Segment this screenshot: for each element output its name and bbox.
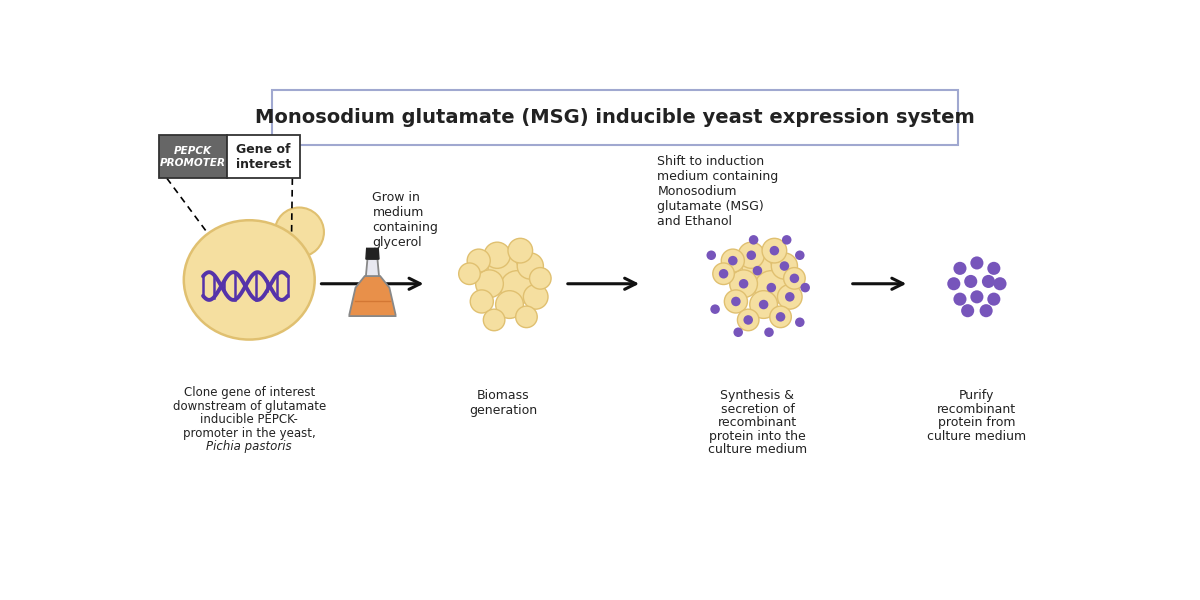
Text: protein from: protein from	[938, 416, 1015, 429]
Circle shape	[778, 284, 802, 309]
Circle shape	[775, 312, 785, 322]
Circle shape	[784, 268, 805, 289]
Circle shape	[719, 269, 728, 278]
Circle shape	[964, 275, 977, 288]
Circle shape	[961, 304, 974, 317]
Text: Biomass
generation: Biomass generation	[469, 389, 538, 417]
Circle shape	[780, 261, 790, 271]
Text: Gene of
interest: Gene of interest	[236, 143, 292, 170]
Circle shape	[750, 290, 778, 319]
Text: Purify: Purify	[959, 389, 995, 402]
Polygon shape	[349, 276, 396, 316]
FancyBboxPatch shape	[272, 90, 958, 145]
Circle shape	[710, 304, 720, 314]
Text: inducible PEPCK-: inducible PEPCK-	[200, 413, 298, 426]
Ellipse shape	[184, 220, 314, 340]
Circle shape	[782, 235, 792, 245]
Circle shape	[772, 253, 798, 279]
Circle shape	[725, 290, 748, 313]
Circle shape	[994, 277, 1007, 290]
Circle shape	[742, 255, 773, 286]
Circle shape	[785, 292, 794, 302]
Circle shape	[800, 283, 810, 292]
Text: recombinant: recombinant	[937, 403, 1016, 416]
Text: secretion of: secretion of	[720, 403, 794, 416]
Text: Synthesis &: Synthesis &	[720, 389, 794, 402]
Circle shape	[738, 242, 764, 268]
Circle shape	[988, 262, 1001, 275]
Circle shape	[971, 256, 984, 269]
Text: Grow in
medium
containing
glycerol: Grow in medium containing glycerol	[372, 191, 438, 250]
Circle shape	[517, 253, 544, 279]
Circle shape	[767, 283, 776, 292]
Circle shape	[979, 304, 992, 317]
Circle shape	[484, 309, 505, 331]
Circle shape	[762, 238, 787, 263]
Text: Shift to induction
medium containing
Monosodium
glutamate (MSG)
and Ethanol: Shift to induction medium containing Mon…	[658, 155, 779, 228]
Circle shape	[731, 296, 740, 306]
Circle shape	[738, 309, 758, 331]
Circle shape	[988, 293, 1001, 305]
Circle shape	[529, 268, 551, 289]
Text: PEPCK
PROMOTER: PEPCK PROMOTER	[160, 146, 226, 167]
Circle shape	[954, 262, 966, 275]
Circle shape	[769, 306, 791, 328]
Circle shape	[721, 249, 744, 272]
Circle shape	[954, 293, 966, 305]
Circle shape	[508, 238, 533, 263]
Text: downstream of glutamate: downstream of glutamate	[173, 400, 326, 413]
Circle shape	[947, 277, 960, 290]
Circle shape	[496, 290, 523, 319]
Circle shape	[707, 250, 716, 260]
Circle shape	[730, 270, 757, 298]
Circle shape	[467, 249, 491, 272]
Circle shape	[728, 256, 738, 265]
Circle shape	[764, 328, 774, 337]
Circle shape	[971, 290, 984, 304]
Text: Monosodium glutamate (MSG) inducible yeast expression system: Monosodium glutamate (MSG) inducible yea…	[256, 108, 974, 127]
Circle shape	[752, 266, 762, 275]
Circle shape	[749, 235, 758, 245]
Polygon shape	[366, 248, 379, 259]
Bar	[227, 135, 300, 178]
Circle shape	[470, 290, 493, 313]
Bar	[160, 135, 227, 178]
Text: culture medium: culture medium	[708, 443, 808, 456]
Circle shape	[746, 250, 756, 260]
Circle shape	[739, 279, 749, 289]
Circle shape	[733, 328, 743, 337]
Circle shape	[475, 270, 503, 298]
Text: culture medium: culture medium	[928, 430, 1026, 443]
Circle shape	[523, 284, 548, 309]
Circle shape	[713, 263, 734, 284]
Text: promoter in the yeast,: promoter in the yeast,	[182, 427, 316, 440]
Text: recombinant: recombinant	[718, 416, 797, 429]
Circle shape	[755, 271, 788, 305]
Text: protein into the: protein into the	[709, 430, 806, 443]
Text: Clone gene of interest: Clone gene of interest	[184, 386, 314, 399]
Circle shape	[790, 274, 799, 283]
Circle shape	[516, 306, 538, 328]
Circle shape	[484, 242, 510, 268]
Text: Pichia pastoris: Pichia pastoris	[206, 440, 292, 453]
Circle shape	[758, 300, 768, 310]
Circle shape	[796, 317, 804, 327]
Circle shape	[769, 246, 779, 256]
Polygon shape	[366, 259, 379, 276]
Circle shape	[488, 255, 518, 286]
Circle shape	[275, 208, 324, 257]
Circle shape	[982, 275, 995, 288]
Circle shape	[744, 315, 752, 325]
Circle shape	[458, 263, 480, 284]
Circle shape	[796, 250, 804, 260]
Circle shape	[500, 271, 534, 305]
